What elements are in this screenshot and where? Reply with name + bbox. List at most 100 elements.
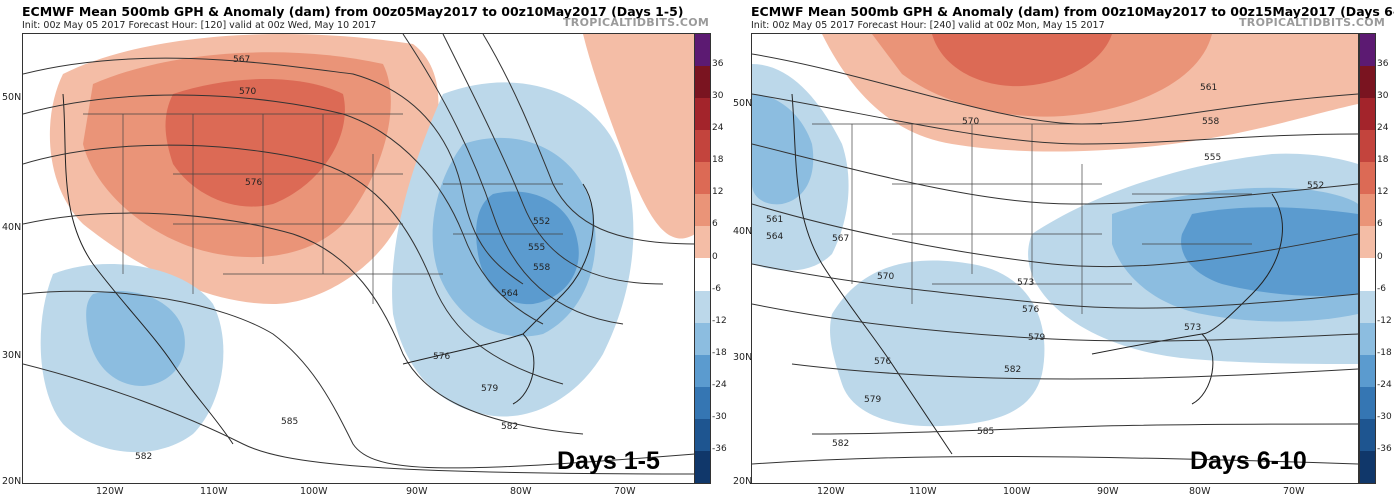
north-america-coastline xyxy=(791,93,1283,455)
lat-label: 50N xyxy=(733,98,753,109)
lat-label: 50N xyxy=(2,92,22,103)
contour-label: 567 xyxy=(233,55,250,65)
colorbar-tick-label: -30 xyxy=(712,411,727,422)
colorbar-segment xyxy=(695,226,710,259)
contour-label: 567 xyxy=(832,234,849,244)
colorbar-tick-label: 24 xyxy=(712,123,724,134)
colorbar-segment xyxy=(1360,386,1375,419)
lon-label: 90W xyxy=(1097,486,1119,497)
positive-anomaly-core xyxy=(165,79,345,207)
colorbar-segment xyxy=(1360,66,1375,99)
colorbar-segment xyxy=(1360,162,1375,195)
contour-label: 558 xyxy=(1202,117,1219,127)
lat-label: 30N xyxy=(2,350,22,361)
colorbar-segment xyxy=(695,354,710,387)
colorbar-tick-label: 36 xyxy=(712,59,724,70)
lon-label: 80W xyxy=(510,486,532,497)
colorbar-tick-label: 6 xyxy=(1377,219,1383,230)
contour-label: 573 xyxy=(1017,278,1034,288)
anomaly-map: 561 558 555 552 570 561 564 567 570 573 … xyxy=(751,33,1359,484)
colorbar-tick-label: 30 xyxy=(1377,91,1389,102)
colorbar-segment xyxy=(1360,34,1375,67)
colorbar-tick-label: 30 xyxy=(712,91,724,102)
height-contours xyxy=(23,34,695,475)
negative-anomaly-west-mid xyxy=(86,290,185,386)
negative-anomaly-south xyxy=(830,260,1045,427)
lon-label: 110W xyxy=(200,486,228,497)
colorbar-segment xyxy=(695,130,710,163)
colorbar-tick-label: -12 xyxy=(712,315,727,326)
colorbar-tick-label: -18 xyxy=(712,347,727,358)
colorbar-segment xyxy=(1360,194,1375,227)
contour-label: 564 xyxy=(501,289,518,299)
colorbar-tick-label: -6 xyxy=(712,283,721,294)
map-title: ECMWF Mean 500mb GPH & Anomaly (dam) fro… xyxy=(22,4,684,19)
colorbar-segment xyxy=(695,386,710,419)
days-label: Days 1-5 xyxy=(557,447,660,475)
lon-label: 70W xyxy=(614,486,636,497)
negative-anomaly-west-mid xyxy=(752,94,814,205)
lon-label: 80W xyxy=(1189,486,1211,497)
contour-label: 555 xyxy=(528,243,545,253)
colorbar-tick-label: 0 xyxy=(1377,251,1383,262)
panel-days-1-5: ECMWF Mean 500mb GPH & Anomaly (dam) fro… xyxy=(2,4,727,497)
colorbar-segment xyxy=(695,418,710,451)
lon-label: 120W xyxy=(96,486,124,497)
colorbar-tick-label: -36 xyxy=(1377,443,1392,454)
positive-anomaly-ne xyxy=(583,34,695,239)
map-graphic: 567 570 576 552 555 558 564 576 579 582 … xyxy=(23,34,695,475)
colorbar-segment xyxy=(695,98,710,131)
anomaly-map: 567 570 576 552 555 558 564 576 579 582 … xyxy=(22,33,696,484)
contour-label: 579 xyxy=(864,395,881,405)
panel-days-6-10: ECMWF Mean 500mb GPH & Anomaly (dam) fro… xyxy=(733,0,1394,498)
contour-label: 570 xyxy=(239,87,256,97)
contour-label: 582 xyxy=(135,452,152,462)
contour-label: 582 xyxy=(832,439,849,449)
height-contours xyxy=(752,53,1358,465)
colorbar-segment xyxy=(695,450,710,483)
colorbar-segment xyxy=(1360,258,1375,291)
contour-label: 576 xyxy=(245,178,262,188)
lon-label: 100W xyxy=(300,486,328,497)
contour-label: 582 xyxy=(1004,365,1021,375)
contour-label: 552 xyxy=(533,217,550,227)
colorbar-tick-label: -18 xyxy=(1377,347,1392,358)
colorbar-tick-label: 12 xyxy=(712,187,724,198)
map-subtitle: Init: 00z May 05 2017 Forecast Hour: [12… xyxy=(22,20,377,31)
lon-label: 110W xyxy=(909,486,937,497)
colorbar-tick-label: 18 xyxy=(712,155,724,166)
lon-label: 100W xyxy=(1003,486,1031,497)
days-label: Days 6-10 xyxy=(1190,447,1307,475)
colorbar-segment xyxy=(1360,290,1375,323)
colorbar-tick-label: 36 xyxy=(1377,59,1389,70)
contour-label: 585 xyxy=(281,417,298,427)
colorbar-segment xyxy=(695,290,710,323)
colorbar-segment xyxy=(1360,354,1375,387)
state-borders xyxy=(812,123,1252,314)
contour-label: 558 xyxy=(533,263,550,273)
state-borders xyxy=(83,113,563,304)
contour-label: 552 xyxy=(1307,181,1324,191)
colorbar-segment xyxy=(695,322,710,355)
positive-anomaly-north-core xyxy=(932,34,1112,87)
colorbar-tick-label: 6 xyxy=(712,219,718,230)
colorbar-tick-label: -36 xyxy=(712,443,727,454)
colorbar-tick-label: 24 xyxy=(1377,123,1389,134)
contour-label: 555 xyxy=(1204,153,1221,163)
contour-label: 579 xyxy=(1028,333,1045,343)
contour-label: 585 xyxy=(977,427,994,437)
colorbar-segment xyxy=(695,66,710,99)
colorbar-tick-label: -12 xyxy=(1377,315,1392,326)
negative-anomaly-east-core xyxy=(1181,207,1358,296)
colorbar-tick-label: 0 xyxy=(712,251,718,262)
colorbar-tick-label: -30 xyxy=(1377,411,1392,422)
anomaly-colorbar xyxy=(1359,33,1376,484)
watermark: TROPICALTIDBITS.COM xyxy=(1239,16,1386,29)
contour-label: 576 xyxy=(1022,305,1039,315)
colorbar-segment xyxy=(695,34,710,67)
contour-label: 561 xyxy=(766,215,783,225)
colorbar-segment xyxy=(1360,322,1375,355)
colorbar-segment xyxy=(695,258,710,291)
colorbar-segment xyxy=(1360,130,1375,163)
map-title: ECMWF Mean 500mb GPH & Anomaly (dam) fro… xyxy=(751,4,1394,19)
